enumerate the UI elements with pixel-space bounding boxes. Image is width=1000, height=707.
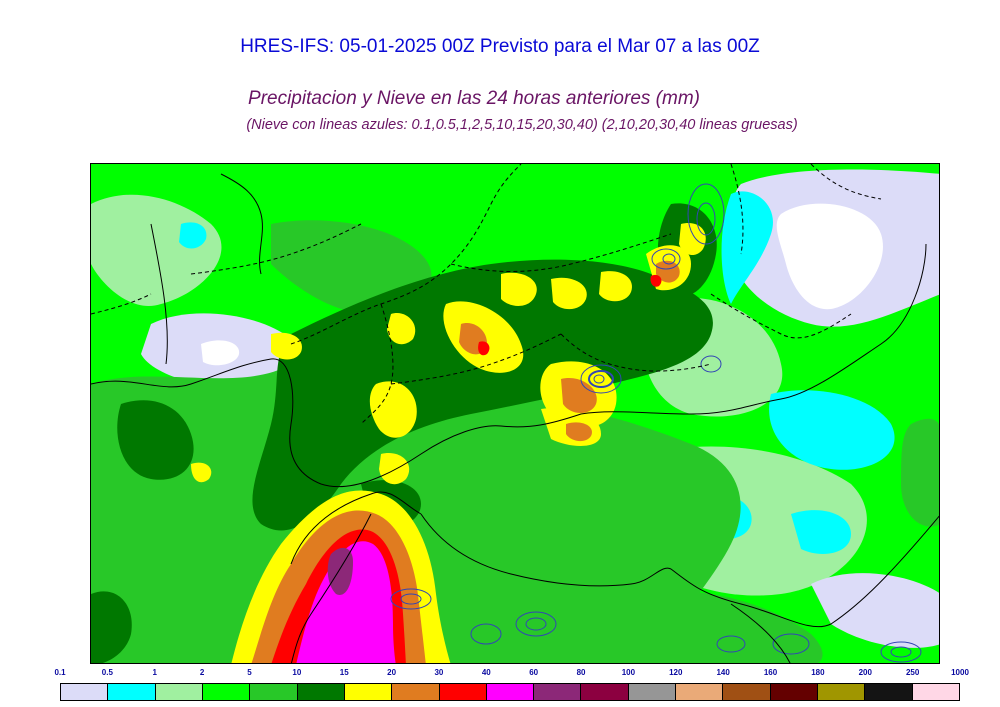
political-borders	[91, 164, 882, 425]
legend-swatch	[865, 684, 913, 700]
precip-area-yellow	[679, 223, 706, 256]
precipitation-map	[90, 163, 940, 664]
precip-area-yellow	[551, 277, 587, 310]
legend-tick-label: 5	[247, 668, 252, 677]
precip-area-purple	[327, 547, 353, 595]
legend-tick-label: 2	[199, 668, 205, 677]
legend-swatch	[628, 684, 677, 700]
precip-area-yellow	[387, 313, 416, 345]
precip-area-yellow	[501, 272, 537, 306]
precip-area-cyan	[769, 390, 895, 470]
legend-labels: 0.1 0.5 1 2 5 10 15 20 30 40 60 80 100 120 140 160 180 20…	[0, 668, 1000, 682]
legend-tick-label: 20	[387, 668, 397, 677]
no-precip-area	[776, 203, 883, 310]
map-canvas	[91, 164, 939, 663]
coastlines	[91, 173, 939, 663]
legend-swatch	[344, 684, 393, 700]
precip-area-yellow	[369, 381, 417, 438]
legend-tick-label: 160	[763, 668, 778, 677]
precip-area-orange	[656, 260, 680, 283]
legend-swatch	[392, 684, 440, 700]
precip-area-dark-green	[91, 591, 132, 663]
legend-tick-label: 140	[716, 668, 730, 677]
precip-area-yellow	[271, 332, 302, 360]
legend-swatch	[486, 684, 535, 700]
legend-swatch	[202, 684, 251, 700]
precip-area-cyan	[179, 222, 207, 249]
legend-tick-label: 100	[621, 668, 636, 677]
precip-area-dark-green	[252, 259, 713, 531]
legend-tick-label: 15	[339, 668, 349, 677]
legend-swatch	[818, 684, 866, 700]
legend-swatch	[297, 684, 345, 700]
legend-swatch	[770, 684, 818, 700]
legend-swatch	[723, 684, 771, 700]
legend-tick-label: 0.5	[101, 668, 113, 677]
legend-color-bar	[60, 683, 960, 701]
map-note: (Nieve con lineas azules: 0.1,0.5,1,2,5,…	[246, 117, 798, 133]
precip-area-orange	[566, 422, 592, 442]
precip-area-red	[478, 341, 490, 356]
precip-area-dark-green	[117, 400, 194, 480]
legend-swatch	[534, 684, 582, 700]
legend-tick-label: 40	[481, 668, 491, 677]
snow-contours	[390, 183, 922, 663]
precip-area-yellow	[599, 271, 632, 302]
precip-area-magenta	[296, 541, 396, 663]
precip-area-green	[641, 591, 823, 663]
no-precip-area	[201, 340, 240, 366]
map-subtitle: Precipitacion y Nieve en las 24 horas an…	[248, 88, 700, 109]
legend-tick-label: 250	[905, 668, 920, 677]
legend-tick-label: 80	[576, 668, 586, 677]
precip-area-cyan	[791, 510, 851, 554]
legend-swatch	[61, 684, 109, 700]
legend-tick-label: 200	[858, 668, 872, 677]
legend-swatch	[155, 684, 203, 700]
precip-area-orange	[561, 378, 597, 413]
legend-tick-label: 1	[152, 668, 157, 677]
precip-area-cyan	[721, 191, 773, 304]
legend-tick-label: 10	[292, 668, 302, 677]
map-title: HRES-IFS: 05-01-2025 00Z Previsto para e…	[240, 36, 760, 57]
precip-area-red	[650, 274, 662, 287]
precip-area-yellow	[191, 462, 212, 483]
precip-area-lavender	[811, 573, 939, 648]
legend-tick-label: 0.1	[54, 668, 66, 677]
legend-tick-label: 60	[529, 668, 539, 677]
legend-swatch	[581, 684, 629, 700]
legend-tick-label: 30	[434, 668, 444, 677]
legend-swatch	[108, 684, 156, 700]
legend-swatch	[439, 684, 487, 700]
legend-tick-label: 180	[811, 668, 825, 677]
legend-tick-label: 120	[669, 668, 683, 677]
precip-area-yellow	[379, 453, 410, 485]
legend-swatch	[912, 684, 959, 700]
legend-swatch	[250, 684, 298, 700]
legend-tick-label: 1000	[951, 668, 969, 677]
precip-area-green	[901, 418, 939, 527]
legend-swatch	[676, 684, 724, 700]
